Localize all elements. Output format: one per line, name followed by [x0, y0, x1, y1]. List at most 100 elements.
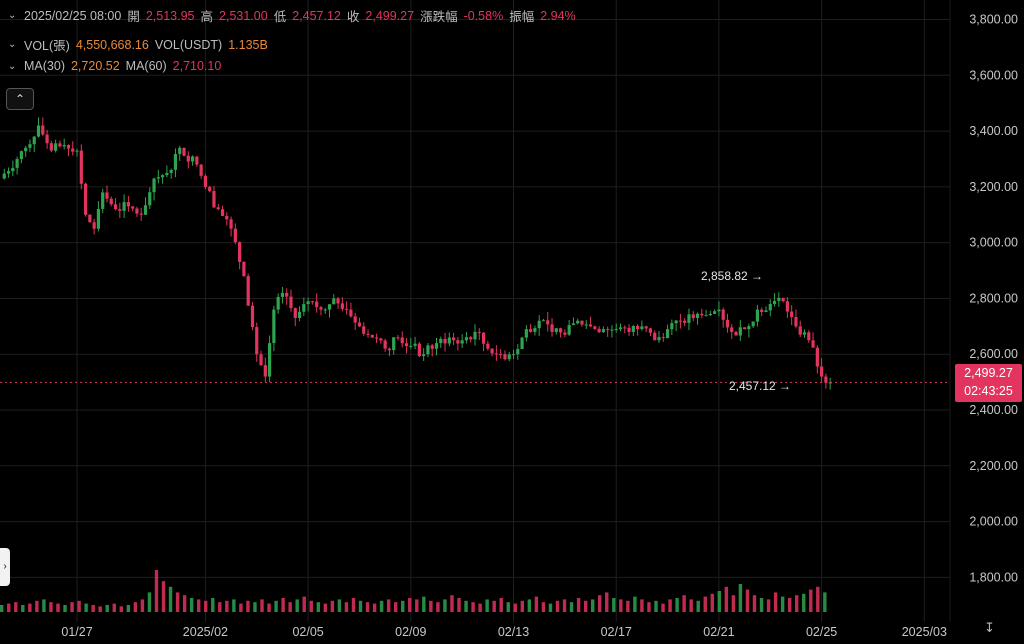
- legend-datetime: 2025/02/25 08:00: [24, 8, 122, 23]
- volume-bar: [196, 599, 201, 612]
- volume-bar: [330, 600, 335, 612]
- time-tick-label: 02/21: [703, 625, 734, 639]
- candle-body: [178, 147, 182, 154]
- volume-bar: [182, 595, 187, 612]
- candle-body: [362, 326, 366, 334]
- candle-body: [657, 337, 661, 341]
- vol-label: VOL(張): [24, 39, 70, 53]
- candle-body: [409, 345, 413, 347]
- candle-body: [310, 301, 314, 303]
- candle-body: [447, 337, 451, 344]
- candle-body: [631, 325, 635, 332]
- candle-body: [182, 147, 186, 156]
- volume-bar: [0, 605, 4, 612]
- candle-body: [109, 198, 113, 205]
- chevron-down-icon[interactable]: ⌄: [8, 10, 17, 21]
- candle-body: [19, 151, 23, 160]
- candle-body: [41, 125, 45, 135]
- chevron-down-icon[interactable]: ⌄: [8, 60, 17, 72]
- volume-bar: [823, 592, 827, 612]
- time-tick-label: 02/25: [806, 625, 837, 639]
- candle-body: [820, 366, 824, 377]
- volume-bar: [647, 602, 651, 612]
- candle-body: [289, 296, 293, 309]
- candle-body: [606, 329, 610, 331]
- candle-countdown: 02:43:25: [964, 384, 1013, 398]
- candle-body: [725, 319, 730, 328]
- volume-bar: [372, 603, 377, 612]
- chevron-down-icon[interactable]: ⌄: [8, 39, 17, 50]
- candle-body: [576, 320, 580, 324]
- candle-body: [422, 354, 426, 357]
- candle-body: [75, 150, 79, 152]
- volume-bar: [626, 600, 630, 612]
- price-tick-label: 2,200.00: [969, 459, 1018, 473]
- candle-body: [203, 175, 208, 187]
- price-tick-label: 1,800.00: [969, 570, 1018, 584]
- candle-body: [614, 329, 618, 331]
- candle-body: [798, 326, 802, 335]
- candle-body: [139, 213, 143, 215]
- candle-body: [242, 261, 246, 277]
- candle-body: [186, 155, 190, 162]
- candle-body: [529, 329, 533, 332]
- volume-bar: [112, 603, 116, 612]
- volume-bar: [612, 598, 616, 612]
- ma60-label: MA(60): [125, 59, 167, 73]
- amplitude-value: 2.94%: [540, 8, 576, 23]
- chevron-up-icon[interactable]: ⌃: [6, 88, 34, 110]
- volume-bar: [211, 598, 215, 612]
- volume-bar: [21, 605, 25, 612]
- volume-bar: [773, 592, 778, 612]
- time-axis[interactable]: 01/27 2025/02 02/05 02/09 02/13 02/17 02/21 02/…: [61, 625, 947, 639]
- candle-body: [648, 328, 653, 333]
- volume-bar: [288, 602, 292, 612]
- volume-bar: [541, 602, 546, 612]
- candle-body: [807, 332, 811, 341]
- candle-body: [768, 304, 772, 311]
- current-price-tag: 2,499.27 02:43:25: [955, 364, 1022, 402]
- vol-usdt-label: VOL(USDT): [154, 37, 223, 52]
- candle-body: [306, 301, 310, 305]
- volume-bar: [422, 596, 426, 612]
- candle-body: [32, 136, 36, 145]
- candle-body: [28, 144, 32, 148]
- candle-body: [653, 332, 657, 341]
- candle-body: [156, 177, 160, 179]
- candle-body: [430, 345, 434, 349]
- volume-bars: [0, 570, 827, 612]
- candle-body: [374, 337, 379, 339]
- candle-body: [571, 323, 576, 326]
- candle-body: [580, 320, 584, 325]
- candle-body: [71, 148, 75, 152]
- candle-body: [627, 327, 631, 332]
- candle-body: [777, 297, 781, 301]
- volume-bar: [605, 592, 609, 612]
- axis-scale-icon[interactable]: ↧: [984, 620, 995, 635]
- volume-bar: [281, 598, 285, 612]
- volume-bar: [246, 600, 250, 612]
- volume-bar: [84, 603, 88, 612]
- amplitude-label: 振幅: [509, 10, 535, 24]
- volume-bar: [457, 598, 461, 612]
- volume-bar: [218, 602, 222, 612]
- volume-bar: [633, 596, 637, 612]
- candle-body: [794, 317, 798, 327]
- volume-bar: [35, 600, 39, 612]
- price-tick-label: 2,400.00: [969, 403, 1018, 417]
- candle-body: [323, 309, 327, 311]
- candle-body: [674, 320, 678, 324]
- candle-body: [83, 183, 88, 215]
- price-axis[interactable]: 3,800.00 3,600.00 3,400.00 3,200.00 3,000.00…: [969, 13, 1018, 585]
- volume-bar: [358, 600, 363, 612]
- volume-bar: [408, 598, 412, 612]
- chevron-right-icon[interactable]: ›: [0, 548, 10, 586]
- candle-body: [173, 153, 178, 170]
- candle-body: [229, 219, 233, 229]
- candle-body: [507, 354, 511, 360]
- volume-bar: [661, 603, 665, 612]
- volume-bar: [70, 602, 74, 612]
- candle-body: [366, 333, 370, 335]
- ohlc-legend-row: ⌄ 2025/02/25 08:00 開 2,513.95 高 2,531.00…: [8, 6, 582, 25]
